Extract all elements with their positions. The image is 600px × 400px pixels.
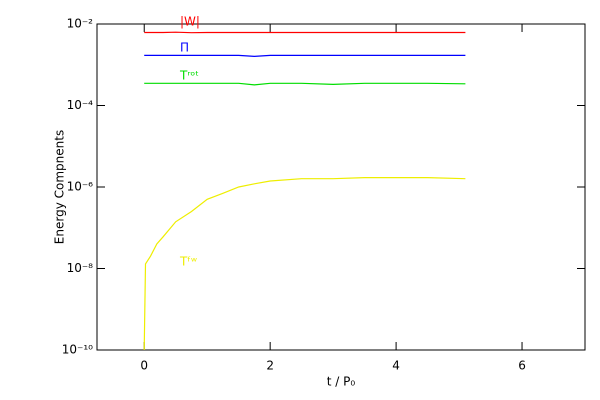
series-line [143,177,466,351]
x-axis-label: t / P₀ [327,375,356,389]
plot-frame [96,23,586,351]
y-tick-label: 10⁻⁴ [67,98,94,112]
series-line [144,54,466,58]
series-line [144,82,466,86]
series-label: |W| [180,15,200,29]
x-tick-label: 2 [266,359,274,373]
y-tick-label: 10⁻² [67,17,94,31]
x-tick-label: 0 [140,359,148,373]
y-tick-label: 10⁻¹⁰ [62,343,93,357]
y-tick-label: 10⁻⁶ [67,180,94,194]
y-axis-label: Energy Compnents [53,130,67,244]
series-label: Tᶠʷ [179,255,197,269]
y-tick-label: 10⁻⁸ [67,261,94,275]
series-label: Tʳᵒᵗ [179,69,199,83]
series-label: Π [180,41,189,55]
x-tick-label: 6 [518,359,526,373]
series-line [144,31,466,34]
x-tick-label: 4 [392,359,400,373]
